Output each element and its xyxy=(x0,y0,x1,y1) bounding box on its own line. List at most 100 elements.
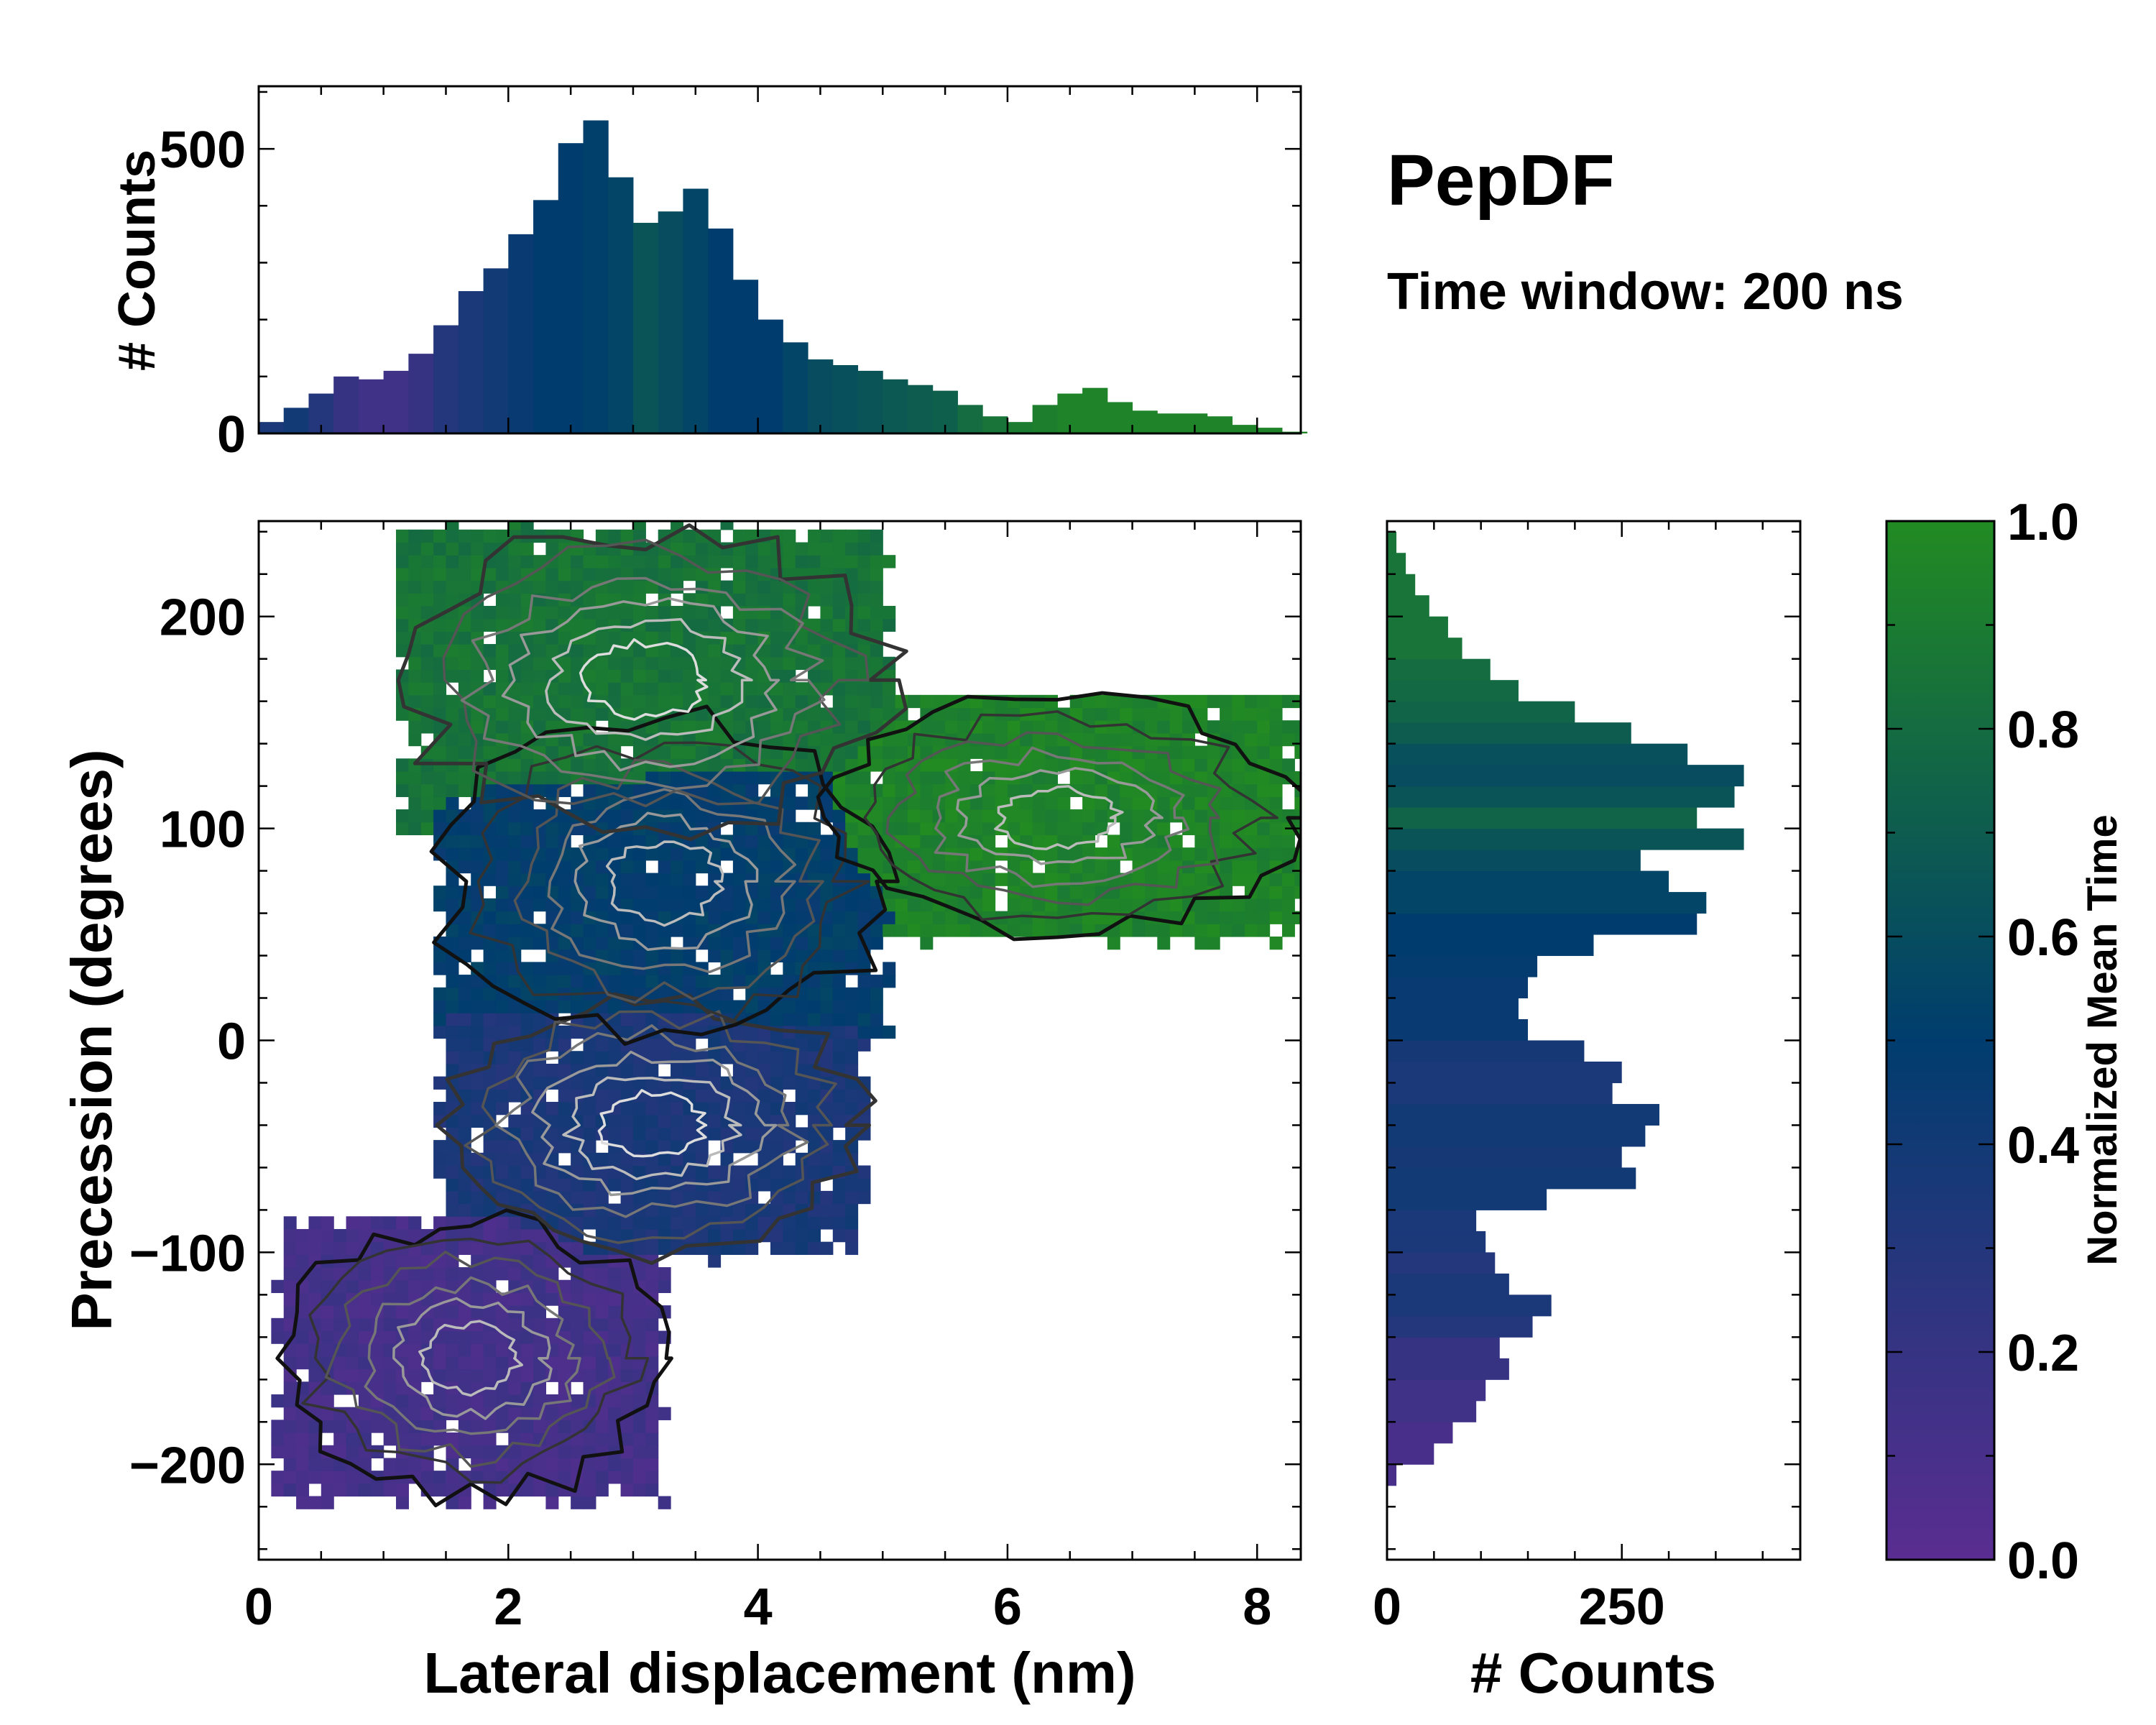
right-hist-bar xyxy=(1387,638,1462,660)
heatmap-cell xyxy=(1107,937,1120,950)
heatmap-cell xyxy=(720,1228,734,1243)
heatmap-cell xyxy=(770,1241,783,1255)
top-hist-bar xyxy=(1207,416,1233,433)
heatmap-cell xyxy=(1194,847,1208,861)
heatmap-cell xyxy=(808,694,821,709)
heatmap-cell xyxy=(645,975,659,988)
heatmap-cell xyxy=(920,911,934,924)
heatmap-cell xyxy=(620,1394,634,1408)
heatmap-cell xyxy=(757,1178,771,1192)
heatmap-cell xyxy=(545,1267,559,1281)
heatmap-cell xyxy=(583,644,596,658)
heatmap-cell xyxy=(832,1228,846,1243)
heatmap-cell xyxy=(645,605,659,620)
heatmap-cell xyxy=(757,860,771,874)
heatmap-cell xyxy=(296,1343,310,1357)
heatmap-cell xyxy=(583,1368,596,1382)
heatmap-cell xyxy=(558,1038,571,1052)
heatmap-cell xyxy=(558,975,571,988)
heatmap-cell xyxy=(458,1051,471,1064)
heatmap-cell xyxy=(558,1102,571,1116)
heatmap-cell xyxy=(857,567,871,581)
heatmap-cell xyxy=(645,1241,659,1255)
heatmap-cell xyxy=(783,618,796,632)
heatmap-cell xyxy=(483,1496,497,1509)
heatmap-cell xyxy=(1144,758,1158,772)
heatmap-cell xyxy=(495,1228,509,1243)
heatmap-cell xyxy=(1082,783,1096,797)
heatmap-cell xyxy=(483,1114,497,1128)
heatmap-cell xyxy=(533,1394,547,1408)
heatmap-cell xyxy=(1007,809,1021,823)
heatmap-cell xyxy=(495,1063,509,1077)
heatmap-cell xyxy=(857,796,871,810)
heatmap-cell xyxy=(745,834,759,848)
heatmap-cell xyxy=(1157,937,1171,950)
heatmap-cell xyxy=(408,732,422,747)
heatmap-cell xyxy=(283,1458,297,1471)
heatmap-cell xyxy=(1057,822,1071,836)
heatmap-cell xyxy=(595,555,609,569)
heatmap-cell xyxy=(508,860,522,874)
heatmap-cell xyxy=(695,860,709,874)
heatmap-cell xyxy=(1144,822,1158,836)
heatmap-cell xyxy=(595,631,609,645)
heatmap-cell xyxy=(396,783,409,797)
heatmap-cell xyxy=(495,1102,509,1116)
heatmap-cell xyxy=(695,809,709,823)
heatmap-cell xyxy=(346,1305,359,1319)
heatmap-cell xyxy=(420,1432,434,1446)
right-hist-bar xyxy=(1387,998,1519,1020)
heatmap-cell xyxy=(870,682,883,696)
heatmap-cell xyxy=(458,924,471,937)
heatmap-cell xyxy=(520,809,534,823)
heatmap-cell xyxy=(632,834,646,848)
heatmap-cell xyxy=(433,644,447,658)
heatmap-cell xyxy=(845,1178,859,1192)
heatmap-cell xyxy=(870,898,883,912)
heatmap-cell xyxy=(420,529,434,543)
heatmap-cell xyxy=(945,796,959,810)
heatmap-cell xyxy=(371,1420,384,1433)
heatmap-cell xyxy=(982,822,996,836)
heatmap-cell xyxy=(508,1407,522,1420)
heatmap-cell xyxy=(757,555,771,569)
heatmap-cell xyxy=(1294,720,1301,734)
heatmap-cell xyxy=(471,809,484,823)
heatmap-cell xyxy=(1244,911,1258,924)
heatmap-cell xyxy=(708,1165,722,1179)
heatmap-cell xyxy=(471,1051,484,1064)
heatmap-cell xyxy=(857,1000,871,1013)
heatmap-cell xyxy=(608,1292,622,1306)
heatmap-cell xyxy=(458,529,471,543)
heatmap-cell xyxy=(658,949,671,962)
heatmap-cell xyxy=(683,809,696,823)
heatmap-cell xyxy=(820,937,834,950)
heatmap-cell xyxy=(1244,732,1258,747)
heatmap-cell xyxy=(483,580,497,594)
heatmap-cell xyxy=(757,1152,771,1167)
heatmap-cell xyxy=(658,555,671,569)
heatmap-cell xyxy=(732,834,746,848)
right-hist-bar xyxy=(1387,913,1697,935)
right-hist-bar xyxy=(1387,828,1744,850)
heatmap-cell xyxy=(508,1152,522,1167)
heatmap-cell xyxy=(1095,873,1108,886)
heatmap-cell xyxy=(870,847,883,861)
heatmap-cell xyxy=(920,758,934,772)
heatmap-cell xyxy=(471,1420,484,1433)
heatmap-cell xyxy=(1232,924,1245,937)
heatmap-cell xyxy=(907,694,921,709)
heatmap-cell xyxy=(583,1420,596,1433)
heatmap-cell xyxy=(671,975,684,988)
heatmap-cell xyxy=(446,1114,459,1128)
heatmap-cell xyxy=(795,1190,808,1205)
heatmap-cell xyxy=(720,770,734,785)
heatmap-cell xyxy=(1069,809,1083,823)
heatmap-cell xyxy=(471,1356,484,1370)
heatmap-cell xyxy=(745,822,759,836)
heatmap-cell xyxy=(446,567,459,581)
heatmap-cell xyxy=(632,1432,646,1446)
heatmap-cell xyxy=(857,618,871,632)
heatmap-cell xyxy=(658,1216,671,1230)
